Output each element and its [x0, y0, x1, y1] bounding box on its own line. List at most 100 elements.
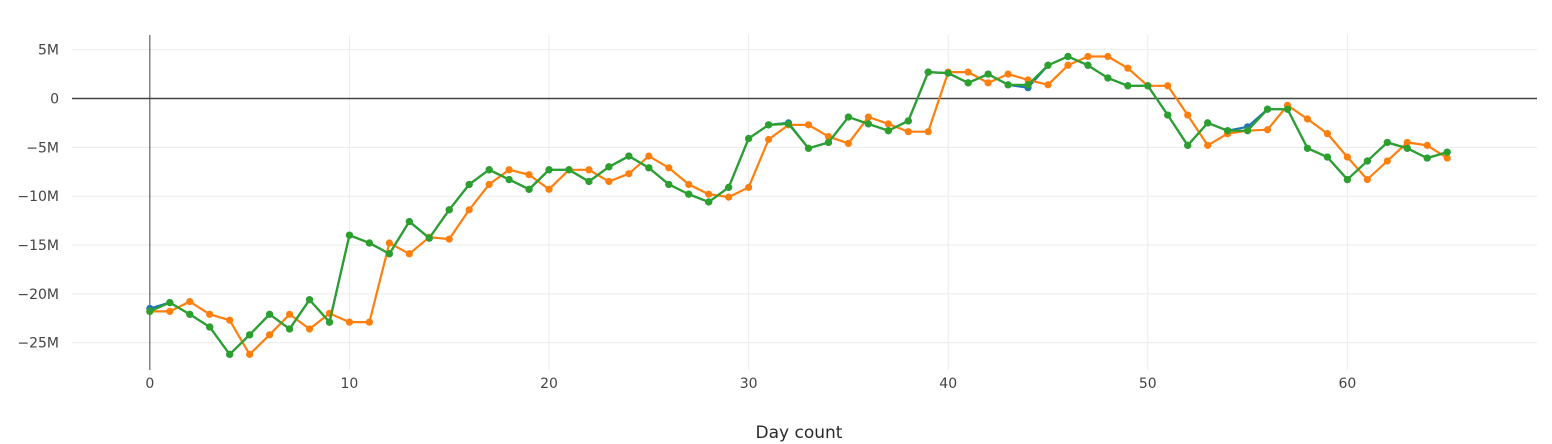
data-point [964, 79, 972, 87]
data-point [405, 217, 413, 226]
data-point [305, 325, 314, 333]
x-tick-label: 50 [1139, 376, 1157, 392]
data-point [1164, 111, 1172, 119]
data-point [725, 193, 733, 201]
data-point [745, 134, 753, 143]
x-tick-label: 20 [540, 376, 558, 392]
data-point [1263, 126, 1272, 134]
data-point [824, 138, 833, 147]
x-tick-label: 30 [740, 376, 758, 392]
data-point [764, 121, 773, 129]
data-point [1044, 61, 1052, 69]
data-point [186, 298, 194, 306]
data-point [1363, 157, 1371, 165]
data-point [1443, 154, 1451, 162]
data-point [944, 69, 952, 77]
data-point [206, 323, 214, 331]
data-point [545, 185, 553, 193]
data-point [1124, 64, 1132, 72]
y-tick-label: −25M [17, 336, 59, 352]
data-point [924, 68, 932, 76]
y-tick-label: 5M [38, 43, 59, 59]
data-point [605, 163, 613, 171]
data-point [545, 166, 553, 174]
series-line [149, 55, 1448, 356]
series-2 [146, 52, 1451, 358]
data-point [565, 166, 573, 174]
data-point [226, 316, 234, 324]
data-point [1383, 157, 1391, 165]
data-point [385, 250, 393, 258]
data-point [864, 120, 872, 128]
data-point [226, 350, 234, 358]
axes [72, 35, 1537, 370]
data-point [365, 239, 373, 247]
data-point [585, 166, 593, 174]
data-point [605, 177, 613, 186]
data-point [625, 152, 633, 160]
data-point [984, 70, 992, 78]
data-point [465, 206, 473, 214]
data-point [625, 170, 633, 178]
data-point [405, 250, 413, 258]
data-point [884, 120, 892, 128]
data-point [665, 180, 673, 189]
data-point [485, 180, 493, 189]
data-point [1323, 153, 1332, 161]
data-point [1004, 70, 1012, 78]
data-point [685, 180, 693, 189]
data-point [505, 166, 513, 174]
data-point [1303, 144, 1312, 152]
data-point [325, 318, 334, 326]
x-axis-title: Day count [756, 423, 843, 443]
x-tick-label: 40 [939, 376, 957, 392]
data-point [884, 127, 892, 135]
data-point [1204, 119, 1212, 127]
data-point [904, 117, 912, 125]
data-point [305, 296, 314, 304]
data-point [365, 318, 373, 326]
data-point [1184, 141, 1192, 149]
data-point [1104, 52, 1112, 61]
data-point [1303, 115, 1312, 123]
data-point [745, 183, 753, 191]
data-point [705, 198, 713, 206]
data-point [984, 79, 992, 87]
y-tick-label: −10M [17, 189, 59, 205]
data-point [1204, 141, 1212, 149]
x-tick-label: 0 [145, 376, 154, 392]
data-point [1403, 144, 1411, 152]
data-point [265, 310, 274, 318]
data-point [1423, 154, 1431, 162]
series-line [149, 55, 1448, 356]
data-point [924, 128, 932, 136]
data-point [585, 177, 593, 186]
data-point [425, 234, 433, 242]
data-point [1343, 153, 1351, 161]
data-point [285, 310, 294, 318]
data-point [964, 68, 972, 76]
y-tick-label: 0 [50, 91, 59, 107]
data-point [445, 235, 453, 243]
data-point [1064, 52, 1072, 61]
data-point [1024, 81, 1032, 89]
data-point [685, 190, 693, 198]
data-point [246, 350, 254, 358]
data-point [844, 113, 853, 121]
data-point [1283, 105, 1292, 113]
x-tick-label: 60 [1338, 376, 1356, 392]
data-point [146, 307, 154, 315]
data-point [166, 307, 174, 315]
data-point [1383, 138, 1391, 147]
data-point [1363, 175, 1371, 184]
data-point [1124, 82, 1132, 90]
data-point [645, 164, 653, 172]
data-point [1004, 81, 1012, 89]
x-tick-label: 10 [341, 376, 359, 392]
data-point [864, 113, 872, 121]
data-point [804, 121, 813, 129]
data-point [265, 331, 274, 339]
data-point [764, 135, 773, 144]
series-line [149, 55, 1448, 356]
